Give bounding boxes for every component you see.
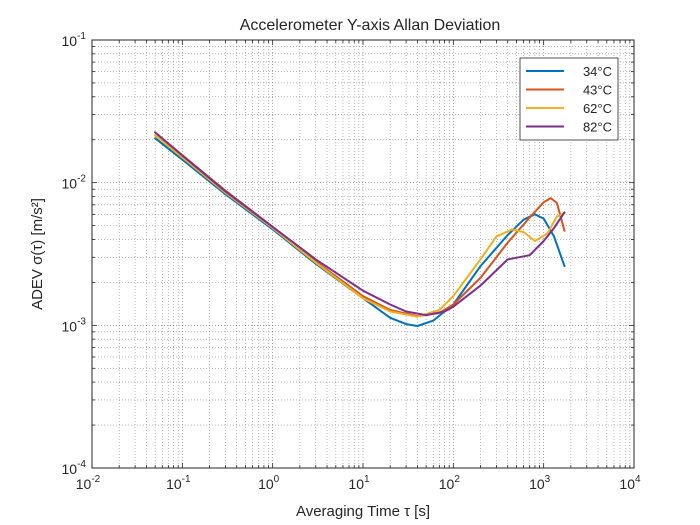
- x-tick-label: 103: [529, 474, 551, 492]
- legend-label: 34°C: [583, 64, 612, 79]
- grid: [91, 39, 635, 469]
- y-tick-label: 10-1: [62, 31, 87, 49]
- y-tick-label: 10-2: [62, 174, 87, 192]
- x-tick-label: 100: [258, 474, 280, 492]
- x-tick-label: 10-2: [76, 474, 101, 492]
- x-tick-label: 101: [348, 474, 370, 492]
- legend: 34°C 43°C 62°C 82°C: [519, 57, 619, 141]
- legend-label: 82°C: [583, 120, 612, 135]
- series-lines: [154, 131, 566, 327]
- x-tick-label: 104: [619, 474, 641, 492]
- x-tick-label: 102: [439, 474, 461, 492]
- chart-title: Accelerometer Y-axis Allan Deviation: [240, 17, 501, 34]
- y-tick-label: 10-3: [62, 316, 87, 334]
- legend-label: 62°C: [583, 101, 612, 116]
- x-tick-label: 10-1: [166, 474, 191, 492]
- y-tick-label: 10-4: [62, 459, 87, 477]
- legend-label: 43°C: [583, 83, 612, 98]
- tick-labels: 10-2 10-1 100 101 102 103 104 10-4 10-3 10-2 10-1: [62, 31, 641, 492]
- ticks: [91, 40, 634, 469]
- y-axis-label: ADEV σ(τ) [m/s²]: [29, 198, 46, 310]
- series-line: [154, 131, 566, 317]
- series-line: [154, 137, 566, 327]
- x-axis-label: Averaging Time τ [s]: [296, 503, 430, 520]
